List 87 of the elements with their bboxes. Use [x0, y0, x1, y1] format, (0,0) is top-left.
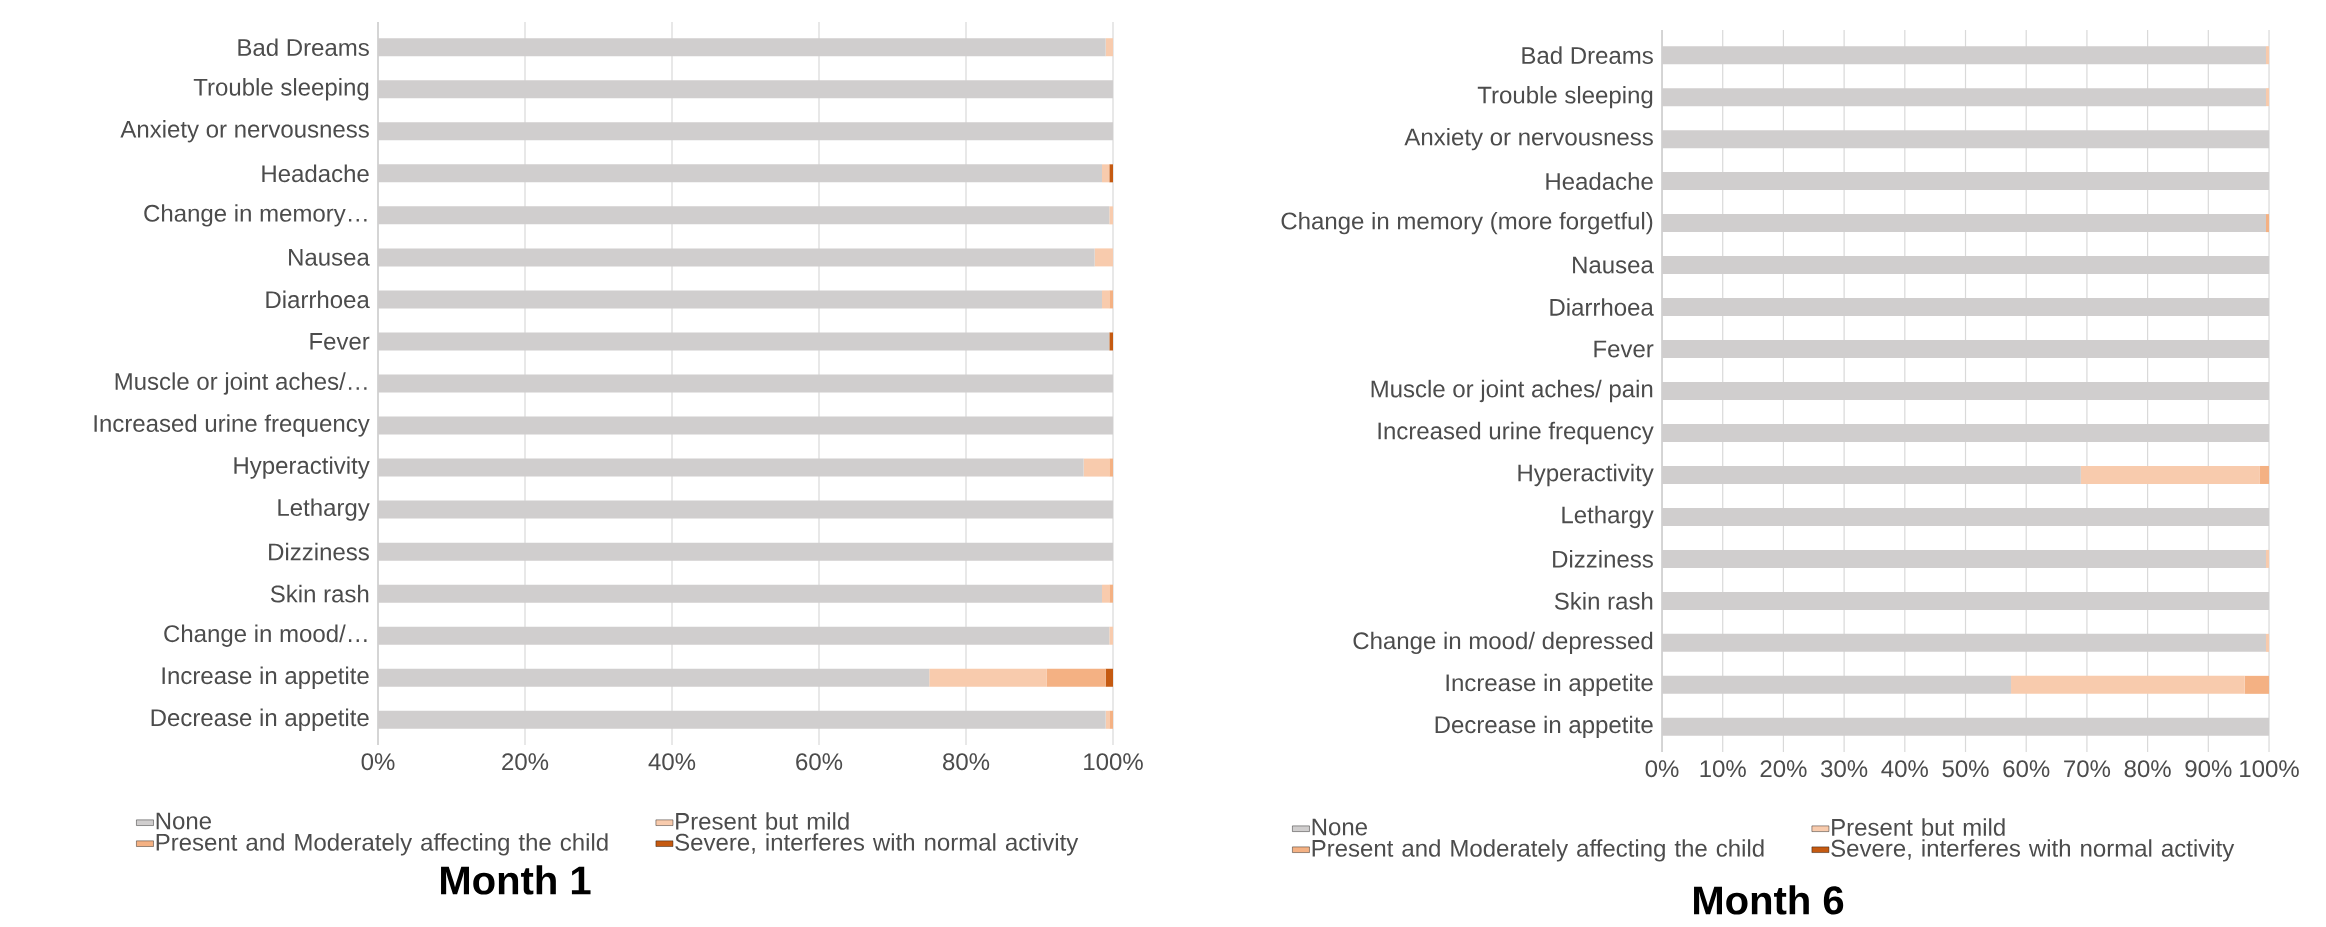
y-tick-label: Diarrhoea [1550, 298, 1654, 316]
bar [1101, 164, 1110, 183]
bar [2265, 46, 2270, 65]
y-tick-label: Anxiety or nervousness [1404, 127, 1653, 151]
y-tick-label: Skin rash [1554, 592, 1653, 610]
y-tick-label: Change in memory (more forgetful) [1281, 211, 1653, 235]
y-tick-label: Skin rash [270, 584, 369, 603]
y-tick-label: Anxiety or nervousness [120, 120, 369, 143]
y-tick-label: Change in mood/ depressed [1353, 631, 1653, 655]
bar [1046, 668, 1106, 687]
x-tick-label: 50% [1942, 760, 1989, 778]
x-tick-label: 40% [1881, 760, 1928, 778]
x-tick-label: 80% [943, 753, 990, 771]
y-tick-label: Dizziness [269, 542, 369, 561]
legend-label: None [156, 812, 211, 830]
bar [1105, 668, 1114, 687]
text: Month 6 [1694, 885, 1844, 915]
legend-label: Present and Moderately affecting the child [156, 833, 608, 856]
y-tick-label: Hyperactivity [234, 456, 370, 479]
bar [1109, 710, 1114, 729]
bar [1083, 458, 1110, 477]
legend-label: Present and Moderately affecting the child [1312, 839, 1764, 862]
legend-label: Severe, interferes with normal activity [1831, 839, 2235, 862]
y-tick-label: Nausea [289, 249, 370, 266]
y-tick-label: Decrease in appetite [1435, 715, 1653, 739]
bar [1109, 584, 1114, 603]
x-tick-label: 80% [2124, 760, 2171, 778]
bar [1109, 206, 1114, 225]
legend-label: None [1312, 818, 1367, 836]
y-tick-label: Change in memory… [144, 204, 367, 227]
bar [2265, 214, 2270, 233]
bar [1109, 626, 1114, 645]
x-tick-label: 20% [502, 753, 549, 771]
y-tick-label: Muscle or joint aches/ pain [1371, 379, 1653, 403]
y-tick-label: Fever [310, 333, 370, 350]
x-tick-label: 10% [1700, 760, 1746, 778]
x-tick-label: 20% [1760, 760, 1807, 778]
y-tick-label: Decrease in appetite [151, 708, 369, 731]
bar [2080, 465, 2260, 484]
y-tick-label: Increase in appetite [162, 666, 369, 689]
bar [1109, 332, 1114, 351]
x-tick-label: 60% [2003, 760, 2050, 778]
bar [1109, 290, 1114, 309]
y-tick-label: Nausea [1573, 256, 1654, 274]
y-tick-label: Change in mood/… [164, 624, 367, 647]
x-tick-label: 100% [1084, 753, 1143, 771]
y-tick-label: Headache [1546, 172, 1653, 190]
y-tick-label: Increase in appetite [1446, 673, 1653, 697]
bar [1109, 458, 1114, 477]
y-tick-label: Headache [262, 164, 369, 183]
y-tick-label: Trouble sleeping [1477, 85, 1653, 109]
y-tick-label: Dizziness [1553, 550, 1653, 568]
x-tick-label: 90% [2185, 760, 2232, 778]
bar [1109, 164, 1114, 183]
bar [1101, 290, 1110, 309]
bar [1101, 584, 1110, 603]
bar [1105, 38, 1114, 57]
x-tick-label: 70% [2064, 760, 2111, 778]
x-tick-label: 60% [796, 753, 843, 771]
bar [2265, 88, 2270, 107]
y-tick-label: Bad Dreams [1522, 46, 1653, 64]
bar [1094, 248, 1114, 267]
y-tick-label: Bad Dreams [238, 38, 369, 57]
x-tick-label: 0% [361, 753, 395, 771]
text: Month 1 [441, 865, 591, 895]
legend-label: Present but mild [676, 812, 849, 830]
y-tick-label: Lethargy [1562, 505, 1654, 529]
y-tick-label: Trouble sleeping [193, 78, 369, 101]
legend-label: Present but mild [1832, 818, 2005, 836]
bar [929, 668, 1047, 687]
x-tick-label: 100% [2240, 760, 2299, 778]
y-tick-label: Increased urine frequency [94, 414, 370, 437]
y-tick-label: Lethargy [278, 498, 370, 521]
y-tick-label: Hyperactivity [1518, 463, 1654, 487]
y-tick-label: Diarrhoea [266, 290, 370, 309]
bar [2265, 633, 2270, 652]
y-tick-label: Increased urine frequency [1378, 421, 1654, 445]
legend-label: Severe, interferes with normal activity [675, 833, 1079, 856]
bar [2259, 465, 2270, 484]
x-tick-label: 40% [648, 753, 696, 771]
bar [2265, 549, 2270, 568]
x-tick-label: 0% [1645, 760, 1679, 778]
y-tick-label: Fever [1594, 340, 1654, 358]
bar [2011, 675, 2245, 694]
x-tick-label: 30% [1821, 760, 1868, 778]
y-tick-label: Muscle or joint aches/… [115, 372, 367, 395]
bar [2244, 675, 2270, 694]
